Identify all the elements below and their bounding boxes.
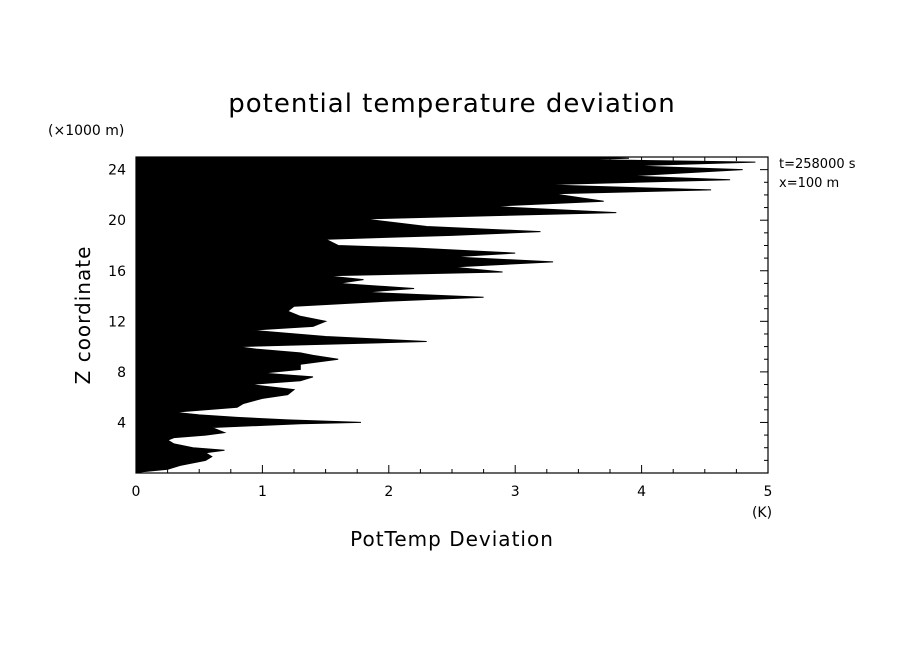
- y-tick-label: 4: [117, 415, 126, 431]
- x-tick-label: 3: [511, 484, 520, 500]
- y-unit-label: (×1000 m): [48, 123, 124, 139]
- y-tick-label: 12: [108, 314, 126, 330]
- x-tick-label: 4: [637, 484, 646, 500]
- y-tick-label: 8: [117, 365, 126, 381]
- y-axis-title: Z coordinate: [71, 246, 95, 385]
- y-tick-label: 16: [108, 264, 126, 280]
- annotation-time: t=258000 s: [779, 157, 856, 172]
- x-unit-label: (K): [752, 505, 772, 521]
- y-tick-label: 20: [108, 213, 126, 229]
- x-tick-label: 0: [132, 484, 141, 500]
- pottemp-deviation-area-0: [135, 156, 756, 474]
- y-tick-label: 24: [108, 163, 126, 179]
- x-axis-title: PotTemp Deviation: [350, 527, 554, 551]
- x-tick-label: 2: [384, 484, 393, 500]
- chart-title: potential temperature deviation: [228, 89, 675, 119]
- x-tick-label: 1: [258, 484, 267, 500]
- annotation-position: x=100 m: [779, 176, 839, 191]
- x-tick-label: 5: [764, 484, 773, 500]
- plot-area: [135, 156, 756, 474]
